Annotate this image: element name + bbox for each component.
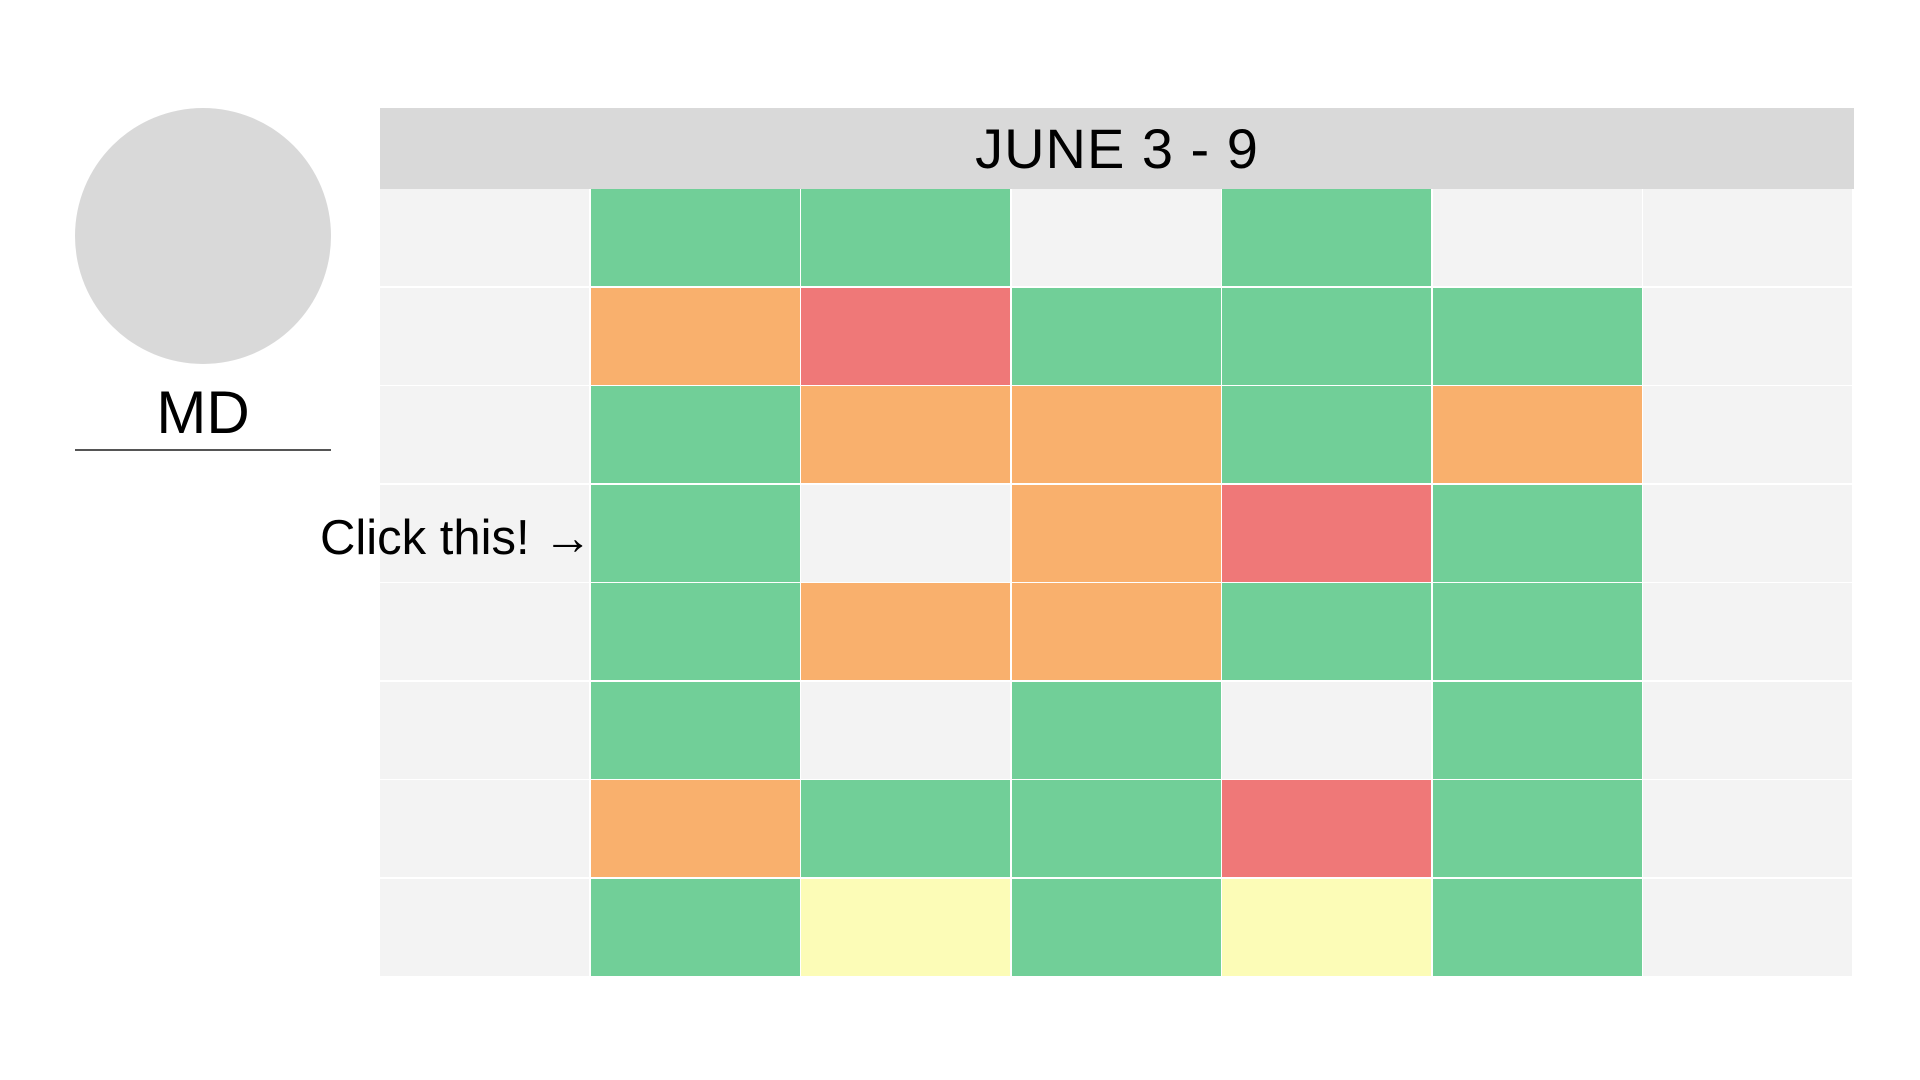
schedule-cell[interactable] (1011, 189, 1221, 286)
schedule-cell[interactable] (1222, 780, 1431, 877)
schedule-cell[interactable] (1432, 583, 1642, 680)
schedule-cell[interactable] (380, 287, 589, 385)
schedule-cell[interactable] (590, 780, 800, 877)
schedule-cell[interactable] (1011, 681, 1221, 779)
schedule-cell[interactable] (801, 681, 1010, 779)
schedule-cell[interactable] (1222, 386, 1431, 483)
avatar (75, 108, 331, 364)
schedule-cell[interactable] (380, 583, 589, 680)
schedule-cell[interactable] (380, 878, 589, 976)
schedule-cell[interactable] (1011, 287, 1221, 385)
initials-divider (75, 449, 331, 451)
schedule-cell[interactable] (590, 484, 800, 582)
schedule-cell[interactable] (1432, 681, 1642, 779)
schedule-cell[interactable] (1011, 583, 1221, 680)
schedule-cell[interactable] (1643, 189, 1852, 286)
schedule-cell[interactable] (1011, 386, 1221, 483)
schedule-cell[interactable] (1432, 780, 1642, 877)
schedule-cell[interactable] (1643, 484, 1852, 582)
schedule-cell[interactable] (1432, 484, 1642, 582)
schedule-cell[interactable] (1432, 386, 1642, 483)
schedule-cell[interactable] (801, 780, 1010, 877)
schedule-cell[interactable] (1222, 878, 1431, 976)
schedule-cell[interactable] (380, 484, 589, 582)
schedule-cell[interactable] (590, 189, 800, 286)
click-hint: Click this! → (320, 511, 593, 565)
schedule-cell[interactable] (1643, 386, 1852, 483)
schedule-cell[interactable] (1222, 583, 1431, 680)
schedule-cell[interactable] (1643, 583, 1852, 680)
schedule-cell[interactable] (1222, 681, 1431, 779)
schedule-cell[interactable] (1222, 189, 1431, 286)
schedule-cell[interactable] (801, 287, 1010, 385)
schedule-cell[interactable] (1011, 878, 1221, 976)
schedule-cell[interactable] (1011, 484, 1221, 582)
schedule-cell[interactable] (1011, 780, 1221, 877)
schedule-cell[interactable] (380, 780, 589, 877)
schedule-cell[interactable] (590, 681, 800, 779)
schedule-cell[interactable] (801, 189, 1010, 286)
schedule-cell[interactable] (801, 386, 1010, 483)
schedule-cell[interactable] (590, 386, 800, 483)
schedule-cell[interactable] (1643, 681, 1852, 779)
schedule-cell[interactable] (1432, 287, 1642, 385)
schedule-grid (380, 189, 1854, 977)
user-initials: MD (156, 379, 250, 446)
schedule-cell[interactable] (801, 484, 1010, 582)
schedule-cell[interactable] (1643, 287, 1852, 385)
schedule-cell[interactable] (590, 583, 800, 680)
schedule-cell[interactable] (1643, 878, 1852, 976)
schedule-cell[interactable] (1643, 780, 1852, 877)
schedule-cell[interactable] (801, 583, 1010, 680)
week-header: JUNE 3 - 9 (380, 108, 1854, 189)
schedule-cell[interactable] (590, 878, 800, 976)
schedule-cell[interactable] (1222, 484, 1431, 582)
schedule-cell[interactable] (1432, 189, 1642, 286)
schedule-cell[interactable] (380, 386, 589, 483)
schedule-cell[interactable] (1222, 287, 1431, 385)
schedule-cell[interactable] (380, 681, 589, 779)
schedule-cell[interactable] (590, 287, 800, 385)
schedule-cell[interactable] (801, 878, 1010, 976)
schedule-cell[interactable] (1432, 878, 1642, 976)
schedule-cell[interactable] (380, 189, 589, 286)
